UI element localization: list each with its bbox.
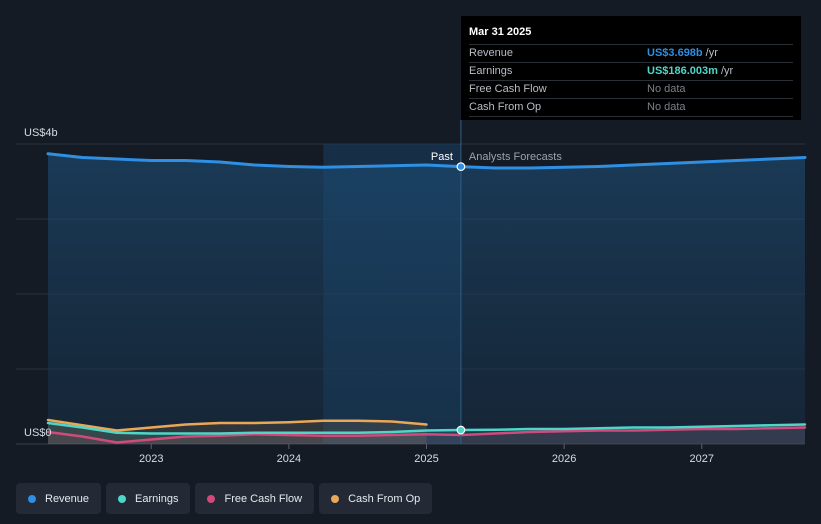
series-lines xyxy=(46,152,807,444)
x-tick-label: 2023 xyxy=(139,453,163,465)
legend-item-cash-from-op[interactable]: Cash From Op xyxy=(319,483,433,514)
tooltip-row-earnings: Earnings US$186.003m /yr xyxy=(469,62,793,80)
x-tick-label: 2027 xyxy=(690,453,714,465)
tooltip-date: Mar 31 2025 xyxy=(469,26,532,38)
hover-markers xyxy=(456,162,466,435)
y-axis-bottom-label: US$0 xyxy=(24,427,52,439)
series-line-cash-from-op xyxy=(46,418,428,432)
legend-dot-icon xyxy=(331,494,340,503)
tooltip-row-revenue: Revenue US$3.698b /yr xyxy=(469,44,793,62)
legend-label: Revenue xyxy=(45,492,90,505)
series-line-earnings xyxy=(46,421,807,435)
tooltip: Mar 31 2025 Revenue US$3.698b /yr Earnin… xyxy=(461,16,801,120)
legend: Revenue Earnings Free Cash Flow Cash Fro… xyxy=(16,483,433,514)
y-axis-top-label: US$4b xyxy=(24,127,58,139)
x-tick-label: 2026 xyxy=(552,453,576,465)
tooltip-value: No data xyxy=(647,101,686,113)
tooltip-label: Revenue xyxy=(469,47,514,59)
marker-revenue xyxy=(456,162,466,172)
tooltip-value: US$186.003m xyxy=(647,65,718,77)
series-areas xyxy=(48,153,805,444)
legend-item-earnings[interactable]: Earnings xyxy=(106,483,191,514)
legend-label: Earnings xyxy=(135,492,179,505)
tooltip-label: Earnings xyxy=(469,65,513,77)
series-line-revenue xyxy=(46,152,807,170)
marker-earnings xyxy=(456,425,466,435)
legend-label: Free Cash Flow xyxy=(224,492,303,505)
x-tick-label: 2025 xyxy=(414,453,438,465)
legend-dot-icon xyxy=(28,494,36,503)
x-tick-label: 2024 xyxy=(277,453,301,465)
revenue-area xyxy=(48,153,805,444)
forecast-label: Analysts Forecasts xyxy=(469,151,562,163)
tooltip-label: Free Cash Flow xyxy=(469,83,547,95)
legend-item-free-cash-flow[interactable]: Free Cash Flow xyxy=(195,483,315,514)
tooltip-value: No data xyxy=(647,83,686,95)
legend-label: Cash From Op xyxy=(348,492,421,505)
tooltip-value: US$3.698b xyxy=(647,47,703,59)
tooltip-unit: /yr xyxy=(705,47,718,59)
legend-item-revenue[interactable]: Revenue xyxy=(16,483,102,514)
legend-dot-icon xyxy=(207,494,216,503)
tooltip-label: Cash From Op xyxy=(469,101,542,113)
legend-dot-icon xyxy=(118,494,127,503)
series-line-free-cash-flow xyxy=(46,426,807,444)
tooltip-unit: /yr xyxy=(720,65,734,77)
tooltip-row-cash-from-op: Cash From Op No data xyxy=(469,98,793,117)
x-axis-ticks: 2023 2024 2025 2026 2027 xyxy=(139,444,714,465)
past-label: Past xyxy=(431,151,453,163)
tooltip-row-free-cash-flow: Free Cash Flow No data xyxy=(469,80,793,98)
